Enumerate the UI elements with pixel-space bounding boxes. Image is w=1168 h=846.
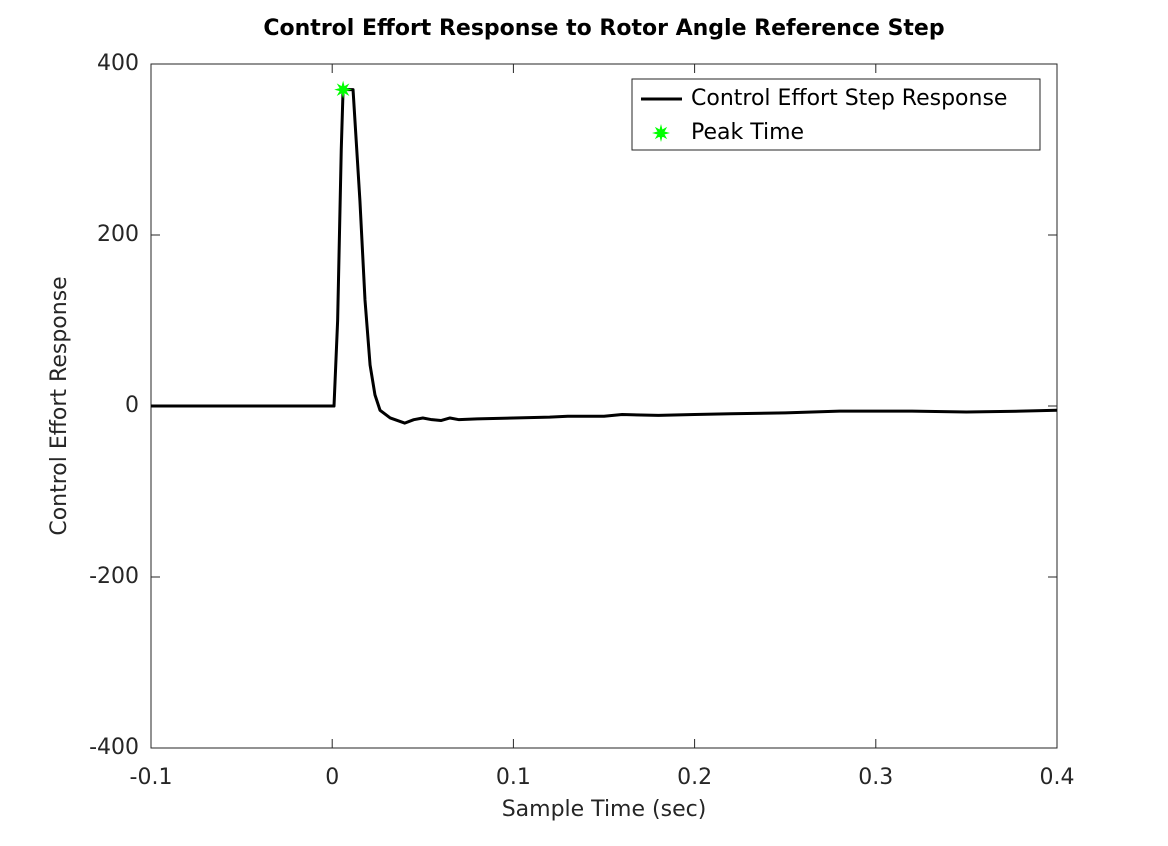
- x-tick-label: 0.3: [858, 765, 893, 790]
- y-tick-label: -400: [89, 735, 139, 760]
- legend-label: Control Effort Step Response: [691, 86, 1007, 111]
- y-tick-label: -200: [89, 564, 139, 589]
- x-tick-label: 0.2: [677, 765, 712, 790]
- x-tick-label: -0.1: [130, 765, 173, 790]
- y-axis-label: Control Effort Response: [47, 276, 72, 535]
- x-tick-label: 0: [325, 765, 339, 790]
- legend-box: [631, 78, 1041, 151]
- chart-title: Control Effort Response to Rotor Angle R…: [263, 16, 944, 41]
- legend-marker: [652, 124, 670, 142]
- x-tick-label: 0.1: [496, 765, 531, 790]
- y-tick-label: 0: [125, 393, 139, 418]
- x-axis-label: Sample Time (sec): [502, 797, 707, 822]
- data-line: [151, 88, 1058, 425]
- y-tick-label: 400: [97, 51, 139, 76]
- legend-label: Peak Time: [691, 120, 804, 145]
- x-tick-label: 0.4: [1040, 765, 1075, 790]
- y-tick-label: 200: [97, 222, 139, 247]
- peak-marker: [334, 80, 353, 99]
